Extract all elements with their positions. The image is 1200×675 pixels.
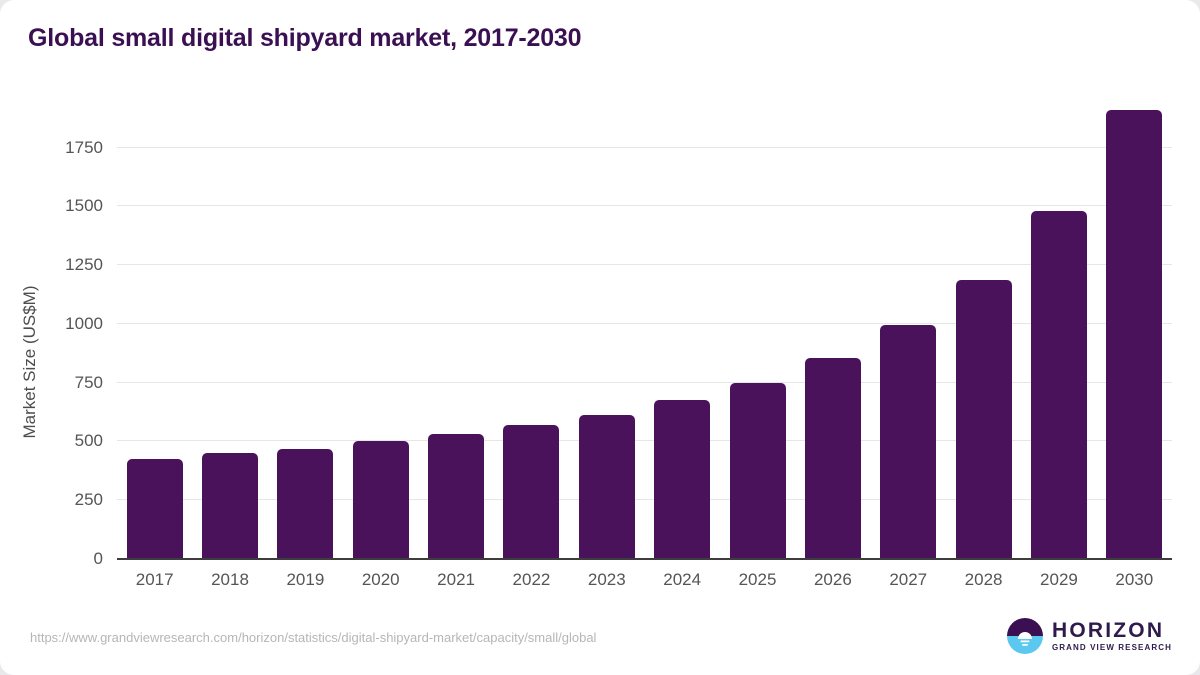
x-tick-label: 2021	[437, 570, 476, 589]
x-tick-label: 2024	[663, 570, 702, 589]
bar[interactable]	[428, 434, 485, 558]
horizon-logo-text: HORIZON GRAND VIEW RESEARCH	[1052, 620, 1172, 652]
x-tick-label: 2030	[1115, 570, 1154, 589]
bar-slot: 2026	[795, 100, 870, 589]
gridline	[117, 205, 1172, 207]
y-tick-label: 0	[93, 549, 103, 568]
x-axis-line	[117, 558, 1172, 560]
x-tick-label: 2028	[964, 570, 1003, 589]
logo-tagline: GRAND VIEW RESEARCH	[1051, 643, 1172, 652]
gridline	[117, 322, 1172, 324]
bar-slot: 2029	[1021, 100, 1096, 589]
y-tick-label: 250	[74, 490, 103, 510]
bar[interactable]	[578, 414, 635, 558]
bar-slot: 2019	[268, 100, 343, 589]
bar-slot: 2020	[343, 100, 418, 589]
y-tick-label: 1750	[65, 137, 103, 157]
x-tick-label: 2026	[813, 570, 852, 589]
bar[interactable]	[1106, 110, 1163, 558]
bar-slot: 2024	[645, 100, 720, 589]
bar[interactable]	[1030, 211, 1087, 558]
y-tick-label: 750	[74, 372, 103, 392]
bar-slot: 2017	[117, 100, 192, 589]
bar[interactable]	[202, 452, 259, 558]
bar[interactable]	[126, 459, 183, 558]
bar[interactable]	[729, 382, 786, 558]
gridline	[117, 440, 1172, 442]
bar-slot: 2022	[494, 100, 569, 589]
x-tick-label: 2023	[587, 570, 626, 589]
gridline	[117, 264, 1172, 266]
bar[interactable]	[654, 400, 711, 558]
y-tick-label: 1000	[65, 313, 103, 333]
bar[interactable]	[277, 449, 334, 558]
gridline	[117, 381, 1172, 383]
bar-slot: 2021	[418, 100, 493, 589]
bar-slot: 2023	[569, 100, 644, 589]
x-tick-label: 2025	[738, 570, 777, 589]
bar-slot: 2027	[871, 100, 946, 589]
bar[interactable]	[804, 358, 861, 558]
bars-group: 2017 2018 2019 2020 2021 2022 2023 2024 2025 2026…	[117, 100, 1172, 589]
bar-slot: 2028	[946, 100, 1021, 589]
y-tick-label: 1250	[65, 255, 103, 275]
logo-wordmark: HORIZON	[1051, 619, 1165, 642]
bar[interactable]	[503, 424, 560, 558]
y-tick-label: 500	[74, 431, 103, 451]
x-tick-label: 2027	[889, 570, 928, 589]
horizon-logo-icon	[1006, 618, 1043, 654]
gridline	[117, 499, 1172, 501]
bar-slot: 2025	[720, 100, 795, 589]
plot-area: Market Size (US$M) 0 250 500 750 1000 1250 150…	[20, 100, 1172, 589]
bar-slot: 2030	[1097, 100, 1172, 589]
footer-divider	[0, 608, 1200, 609]
x-tick-label: 2017	[135, 570, 174, 589]
source-url[interactable]: https://www.grandviewresearch.com/horizo…	[30, 630, 597, 645]
x-tick-label: 2019	[286, 570, 325, 589]
page-title: Global small digital shipyard market, 20…	[28, 24, 582, 52]
x-tick-label: 2020	[361, 570, 400, 589]
bar[interactable]	[955, 279, 1012, 558]
bar[interactable]	[352, 441, 409, 558]
x-tick-label: 2029	[1040, 570, 1078, 589]
gridline	[117, 146, 1172, 148]
bar[interactable]	[880, 325, 937, 558]
x-tick-label: 2022	[512, 570, 551, 589]
bar-slot: 2018	[192, 100, 267, 589]
horizon-logo[interactable]: HORIZON GRAND VIEW RESEARCH	[1006, 618, 1172, 654]
y-tick-label: 1500	[65, 196, 103, 216]
x-tick-label: 2018	[211, 570, 249, 589]
